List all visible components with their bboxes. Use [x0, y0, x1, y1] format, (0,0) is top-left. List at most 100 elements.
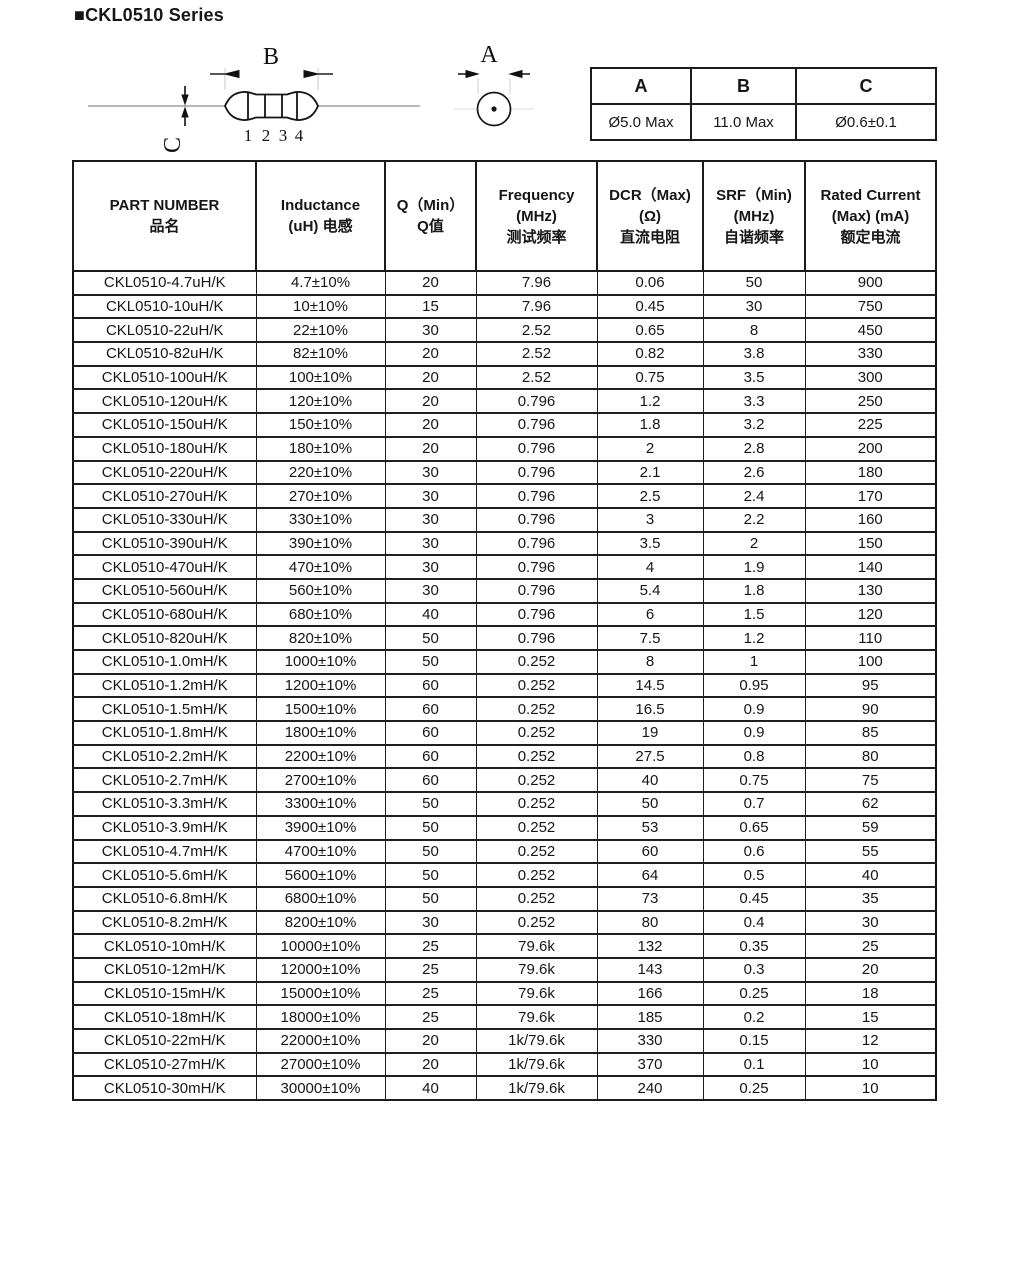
table-cell: 330±10%	[255, 506, 386, 533]
table-row: CKL0510-1.8mH/K 1800±10% 60 0.252 19 0.9 85	[72, 720, 937, 746]
table-cell: CKL0510-6.8mH/K	[72, 885, 257, 912]
table-cell: 820±10%	[255, 625, 386, 651]
dim-b-arrows	[210, 69, 333, 79]
table-cell: 2.52	[475, 341, 598, 367]
table-row: CKL0510-82uH/K 82±10% 20 2.52 0.82 3.8 330	[72, 341, 937, 367]
table-row: CKL0510-6.8mH/K 6800±10% 50 0.252 73 0.45 35	[72, 885, 937, 912]
table-row: CKL0510-27mH/K 27000±10% 20 1k/79.6k 370 0.1 1…	[72, 1051, 937, 1078]
table-cell: 0.796	[475, 459, 598, 486]
table-cell: 900	[804, 270, 937, 296]
table-cell: 18000±10%	[255, 1004, 386, 1030]
table-cell: CKL0510-1.0mH/K	[72, 649, 257, 675]
table-cell: 1.9	[702, 554, 806, 580]
table-cell: 390±10%	[255, 530, 386, 557]
table-row: CKL0510-18mH/K 18000±10% 25 79.6k 185 0.2 15	[72, 1004, 937, 1030]
table-cell: 80	[596, 909, 704, 936]
table-cell: 330	[596, 1028, 704, 1054]
table-cell: 30	[384, 909, 477, 936]
table-cell: 1800±10%	[255, 720, 386, 746]
table-row: CKL0510-10mH/K 10000±10% 25 79.6k 132 0.35 25	[72, 933, 937, 959]
dim-c-label: C	[160, 137, 186, 153]
table-cell: CKL0510-1.2mH/K	[72, 672, 257, 699]
table-cell: 1k/79.6k	[475, 1075, 598, 1102]
table-cell: 0.796	[475, 435, 598, 462]
table-cell: 82±10%	[255, 341, 386, 367]
table-cell: 0.4	[702, 909, 806, 936]
table-cell: 3300±10%	[255, 791, 386, 817]
table-cell: 330	[804, 341, 937, 367]
table-cell: 2.8	[702, 435, 806, 462]
table-cell: 25	[384, 980, 477, 1007]
table-cell: 1	[702, 649, 806, 675]
table-cell: 1.5	[702, 601, 806, 628]
table-row: CKL0510-1.5mH/K 1500±10% 60 0.252 16.5 0.9 90	[72, 696, 937, 723]
table-cell: 0.95	[702, 672, 806, 699]
table-cell: 180±10%	[255, 435, 386, 462]
table-cell: 166	[596, 980, 704, 1007]
table-cell: 50	[596, 791, 704, 817]
table-cell: 30	[804, 909, 937, 936]
table-cell: 220±10%	[255, 459, 386, 486]
dimensions-value-row: Ø5.0 Max 11.0 Max Ø0.6±0.1	[590, 103, 937, 141]
table-cell: 50	[384, 885, 477, 912]
table-cell: 60	[384, 720, 477, 746]
table-row: CKL0510-220uH/K 220±10% 30 0.796 2.1 2.6 180	[72, 459, 937, 486]
table-cell: 0.5	[702, 862, 806, 888]
table-cell: CKL0510-330uH/K	[72, 506, 257, 533]
svg-text:1: 1	[244, 126, 253, 145]
table-cell: CKL0510-3.9mH/K	[72, 814, 257, 841]
table-cell: 80	[804, 743, 937, 770]
table-cell: 140	[804, 554, 937, 580]
table-cell: 30000±10%	[255, 1075, 386, 1102]
table-row: CKL0510-3.3mH/K 3300±10% 50 0.252 50 0.7 62	[72, 791, 937, 817]
table-cell: 16.5	[596, 696, 704, 723]
table-cell: CKL0510-470uH/K	[72, 554, 257, 580]
table-cell: 200	[804, 435, 937, 462]
table-cell: 300	[804, 364, 937, 391]
table-cell: 0.252	[475, 862, 598, 888]
table-cell: 0.796	[475, 388, 598, 415]
table-cell: 120±10%	[255, 388, 386, 415]
table-cell: 150±10%	[255, 412, 386, 438]
table-row: CKL0510-680uH/K 680±10% 40 0.796 6 1.5 120	[72, 601, 937, 628]
table-cell: 0.796	[475, 530, 598, 557]
table-cell: 0.8	[702, 743, 806, 770]
table-cell: 680±10%	[255, 601, 386, 628]
table-cell: 50	[384, 625, 477, 651]
table-cell: 50	[384, 649, 477, 675]
table-cell: 110	[804, 625, 937, 651]
table-cell: 10000±10%	[255, 933, 386, 959]
table-cell: CKL0510-4.7uH/K	[72, 270, 257, 296]
table-cell: 470±10%	[255, 554, 386, 580]
table-cell: 0.796	[475, 483, 598, 509]
table-cell: 30	[384, 530, 477, 557]
table-cell: 50	[384, 814, 477, 841]
table-cell: 30	[384, 459, 477, 486]
table-cell: CKL0510-1.5mH/K	[72, 696, 257, 723]
table-cell: 132	[596, 933, 704, 959]
table-cell: 27.5	[596, 743, 704, 770]
table-cell: 0.252	[475, 885, 598, 912]
table-cell: 0.65	[596, 317, 704, 344]
table-cell: 0.25	[702, 980, 806, 1007]
table-cell: 0.15	[702, 1028, 806, 1054]
table-cell: 1.8	[596, 412, 704, 438]
inductor-body	[224, 91, 319, 121]
table-cell: 0.6	[702, 838, 806, 865]
table-cell: 0.3	[702, 956, 806, 983]
table-cell: 0.252	[475, 649, 598, 675]
table-cell: CKL0510-2.7mH/K	[72, 767, 257, 794]
table-cell: 15	[804, 1004, 937, 1030]
table-cell: CKL0510-22mH/K	[72, 1028, 257, 1054]
table-cell: 79.6k	[475, 933, 598, 959]
table-cell: 225	[804, 412, 937, 438]
table-cell: 75	[804, 767, 937, 794]
table-cell: CKL0510-22uH/K	[72, 317, 257, 344]
table-cell: CKL0510-680uH/K	[72, 601, 257, 628]
table-cell: 7.96	[475, 293, 598, 320]
table-cell: 0.252	[475, 909, 598, 936]
table-cell: 2700±10%	[255, 767, 386, 794]
table-cell: 2.52	[475, 317, 598, 344]
table-row: CKL0510-2.2mH/K 2200±10% 60 0.252 27.5 0.8 80	[72, 743, 937, 770]
table-cell: 270±10%	[255, 483, 386, 509]
